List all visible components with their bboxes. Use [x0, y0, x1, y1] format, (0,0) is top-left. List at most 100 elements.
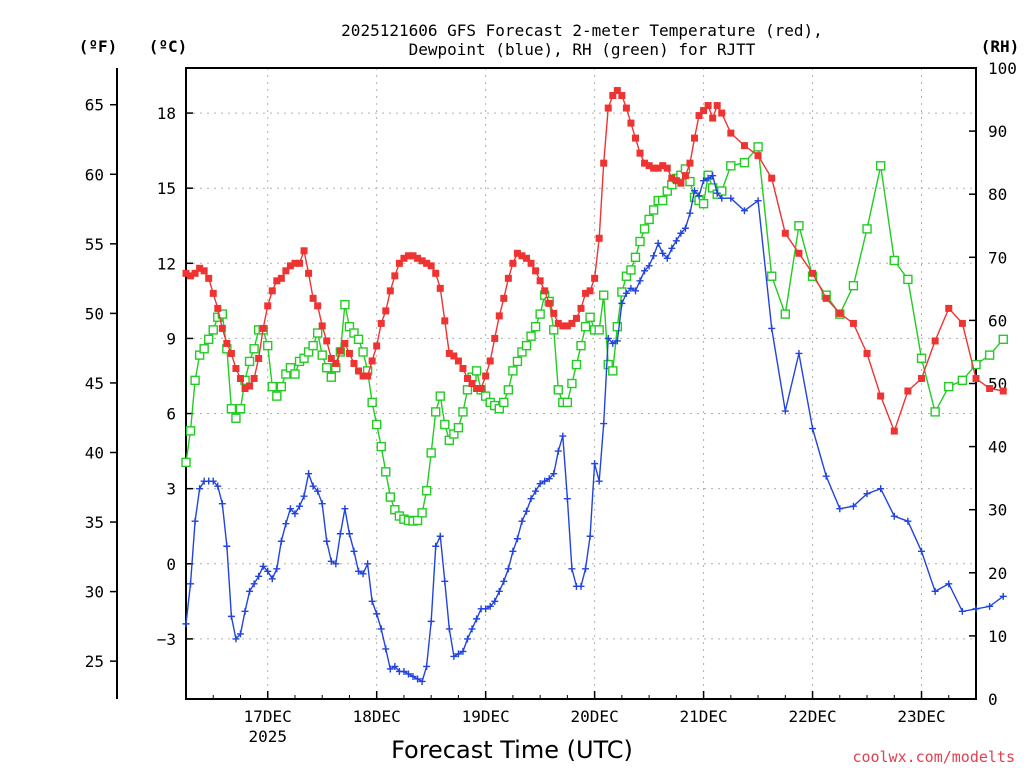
- temperature-point: [246, 382, 254, 390]
- rh-point: [685, 176, 695, 187]
- rh-point: [190, 375, 200, 386]
- dewpoint-point: [781, 407, 789, 415]
- temperature-point: [691, 134, 699, 142]
- rh-tick-label: 70: [988, 248, 1007, 267]
- temperature-point: [232, 364, 240, 372]
- credit-link[interactable]: coolwx.com/modelts: [852, 748, 1015, 766]
- temperature-point: [677, 179, 685, 187]
- temperature-point: [695, 112, 703, 120]
- rh-point: [644, 214, 654, 225]
- dewpoint-point: [577, 582, 585, 590]
- temperature-point: [513, 249, 521, 257]
- temperature-point: [423, 259, 431, 267]
- rh-point: [312, 328, 323, 338]
- temperature-point: [809, 269, 817, 277]
- temperature-point: [568, 319, 576, 327]
- dewpoint-point: [836, 505, 844, 513]
- temperature-point: [595, 234, 603, 242]
- dewpoint-point: [423, 662, 431, 670]
- dewpoint-point: [482, 605, 490, 613]
- rh-point: [276, 381, 287, 392]
- dewpoint-point: [441, 577, 449, 585]
- dewpoint-point: [695, 192, 703, 200]
- temperature-point: [604, 104, 612, 112]
- celsius-tick-label: 18: [157, 104, 176, 123]
- x-tick-label: 21DEC: [680, 707, 728, 726]
- fahrenheit-tick-label: 35: [85, 513, 104, 532]
- rh-point: [594, 325, 604, 335]
- temperature-point: [468, 380, 476, 387]
- rh-point: [185, 426, 196, 436]
- temperature-point: [255, 354, 263, 362]
- rh-point: [367, 397, 377, 408]
- celsius-tick-label: 12: [157, 254, 176, 273]
- series-dewpoint: [182, 172, 1007, 685]
- temperature-point: [355, 367, 363, 375]
- rh-unit-label: (RH): [981, 37, 1020, 56]
- temperature-point: [382, 307, 390, 315]
- fahrenheit-tick-label: 50: [85, 304, 104, 323]
- fahrenheit-tick-label: 25: [85, 652, 104, 671]
- dewpoint-point: [536, 480, 544, 488]
- dewpoint-point: [241, 607, 249, 615]
- rh-point: [435, 391, 445, 401]
- x-tick-label: 23DEC: [897, 707, 945, 726]
- rh-point: [535, 309, 545, 319]
- rh-point: [580, 322, 591, 332]
- temperature-point: [427, 262, 435, 270]
- temperature-point: [509, 259, 517, 267]
- temperature-point: [364, 372, 372, 380]
- rh-point: [562, 397, 573, 408]
- rh-point: [648, 205, 659, 215]
- temperature-point: [205, 274, 213, 282]
- dewpoint-point: [450, 652, 458, 660]
- rh-point: [903, 274, 913, 285]
- rh-tick-label: 80: [988, 185, 1007, 204]
- dewpoint-point: [182, 620, 190, 628]
- chart-title: 2025121606 GFS Forecast 2-meter Temperat…: [341, 21, 823, 40]
- dewpoint-point: [795, 349, 803, 357]
- temperature-point: [890, 427, 898, 435]
- dewpoint-point: [214, 482, 222, 490]
- temperature-point: [541, 287, 549, 295]
- dewpoint-point: [391, 662, 399, 670]
- temperature-point: [373, 342, 381, 350]
- rh-point: [204, 334, 214, 345]
- dewpoint-point: [336, 530, 344, 538]
- x-tick-label: 17DEC: [244, 707, 292, 726]
- temperature-point: [931, 337, 939, 345]
- dewpoint-point: [227, 612, 235, 620]
- temperature-point: [391, 272, 399, 280]
- temperature-point: [713, 102, 721, 110]
- rh-point: [272, 391, 282, 401]
- dewpoint-point: [527, 495, 535, 503]
- dewpoint-point: [718, 194, 726, 202]
- temperature-point: [209, 289, 217, 297]
- rh-point: [608, 366, 618, 376]
- temperature-point: [386, 287, 394, 295]
- grid-lines: [186, 68, 976, 699]
- rh-point: [599, 290, 609, 300]
- temperature-point: [227, 349, 235, 357]
- dewpoint-point: [273, 565, 281, 573]
- rh-tick-label: 100: [988, 59, 1017, 78]
- temperature-point: [904, 387, 912, 395]
- temperature-point: [672, 177, 680, 185]
- temperature-point: [523, 254, 531, 262]
- dewpoint-point: [958, 607, 966, 615]
- dewpoint-point: [627, 284, 635, 292]
- temperature-point: [554, 319, 562, 327]
- dewpoint-point: [286, 505, 294, 513]
- dewpoint-point: [727, 194, 735, 202]
- dewpoint-point: [191, 517, 199, 525]
- celsius-tick-label: 6: [166, 405, 176, 424]
- temperature-point: [631, 134, 639, 142]
- temperature-point: [518, 252, 526, 260]
- rh-point: [421, 486, 432, 496]
- dewpoint-point: [187, 580, 195, 588]
- temperature-point: [182, 269, 190, 277]
- temperature-point: [918, 374, 926, 382]
- dewpoint-point: [486, 602, 494, 610]
- fahrenheit-tick-label: 55: [85, 235, 104, 254]
